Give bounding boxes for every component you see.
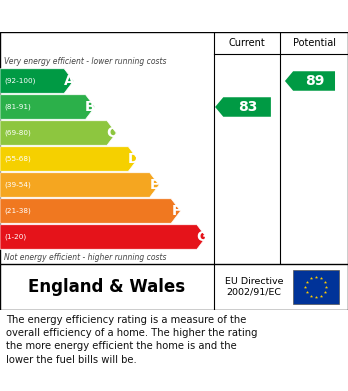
Text: F: F — [171, 204, 181, 218]
Text: B: B — [85, 100, 96, 114]
Text: 89: 89 — [305, 74, 324, 88]
Text: 83: 83 — [238, 100, 257, 114]
Text: (39-54): (39-54) — [4, 182, 31, 188]
Polygon shape — [0, 95, 95, 119]
Text: Not energy efficient - higher running costs: Not energy efficient - higher running co… — [4, 253, 166, 262]
Polygon shape — [0, 69, 73, 93]
Text: Energy Efficiency Rating: Energy Efficiency Rating — [9, 9, 230, 24]
Bar — [293, 269, 339, 305]
Text: Potential: Potential — [293, 38, 335, 48]
Text: England & Wales: England & Wales — [29, 278, 185, 296]
Text: (1-20): (1-20) — [4, 234, 26, 240]
Polygon shape — [0, 173, 159, 197]
Text: D: D — [127, 152, 139, 166]
Text: A: A — [64, 74, 74, 88]
Polygon shape — [0, 225, 206, 249]
Text: (81-91): (81-91) — [4, 104, 31, 110]
Text: (55-68): (55-68) — [4, 156, 31, 162]
Polygon shape — [0, 199, 181, 223]
Polygon shape — [0, 147, 138, 171]
Polygon shape — [285, 71, 335, 91]
Text: (69-80): (69-80) — [4, 130, 31, 136]
Text: Very energy efficient - lower running costs: Very energy efficient - lower running co… — [4, 57, 166, 66]
Text: C: C — [107, 126, 117, 140]
Text: (21-38): (21-38) — [4, 208, 31, 214]
Text: E: E — [150, 178, 159, 192]
Text: Current: Current — [229, 38, 266, 48]
Text: The energy efficiency rating is a measure of the
overall efficiency of a home. T: The energy efficiency rating is a measur… — [6, 315, 258, 364]
Text: EU Directive
2002/91/EC: EU Directive 2002/91/EC — [225, 277, 284, 297]
Text: G: G — [196, 230, 207, 244]
Text: (92-100): (92-100) — [4, 78, 35, 84]
Polygon shape — [0, 121, 116, 145]
Polygon shape — [215, 97, 271, 117]
